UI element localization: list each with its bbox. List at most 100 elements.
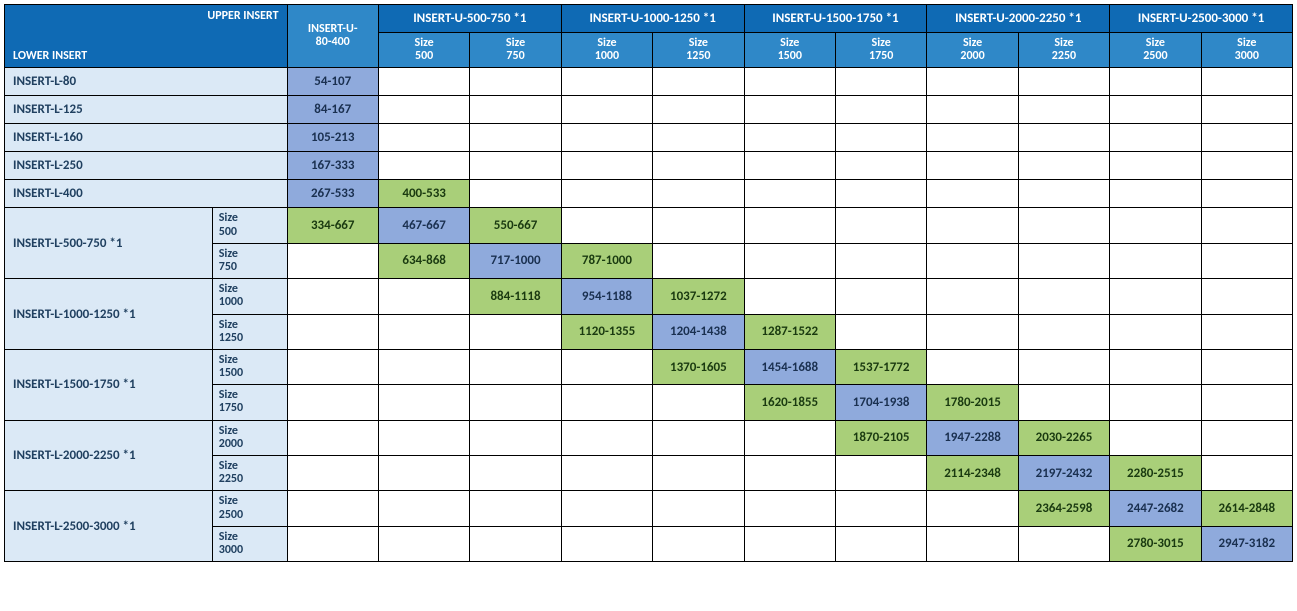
row-sublabel: Size2000 [212,420,287,455]
table-body: INSERT-L-8054-107INSERT-L-12584-167INSER… [5,68,1293,562]
upper-group-3: INSERT-U-1500-1750 *1 [744,5,927,33]
data-cell [470,456,561,491]
upper-group-5: INSERT-U-2500-3000 *1 [1110,5,1293,33]
data-cell [1201,152,1292,180]
data-cell: 1120-1355 [561,314,652,349]
data-cell [744,456,835,491]
data-cell [927,124,1018,152]
data-cell: 467-667 [378,208,469,243]
data-cell [470,124,561,152]
data-cell [835,68,926,96]
data-cell [287,526,378,561]
data-cell [835,314,926,349]
data-cell [561,208,652,243]
size-col: Size1750 [835,33,926,68]
size-col: Size1250 [653,33,744,68]
data-cell [287,385,378,420]
data-cell [1110,279,1201,314]
data-cell [927,243,1018,278]
table-header: UPPER INSERT LOWER INSERT INSERT-U-80-40… [5,5,1293,68]
data-cell [1110,152,1201,180]
table-row: INSERT-L-400267-533400-533 [5,180,1293,208]
table-row: INSERT-L-1000-1250 *1Size1000884-1118954… [5,279,1293,314]
data-cell [1201,420,1292,455]
data-cell [1110,208,1201,243]
data-cell [1201,314,1292,349]
row-label: INSERT-L-2000-2250 *1 [5,420,213,491]
data-cell [653,152,744,180]
data-cell: 634-868 [378,243,469,278]
row-sublabel: Size750 [212,243,287,278]
table-row: INSERT-L-250167-333 [5,152,1293,180]
upper-group-1: INSERT-U-500-750 *1 [378,5,561,33]
data-cell [561,68,652,96]
data-cell [1110,124,1201,152]
data-cell: 1370-1605 [653,349,744,384]
data-cell [1201,385,1292,420]
data-cell [744,491,835,526]
data-cell [470,349,561,384]
data-cell [1018,96,1109,124]
upper-group-2: INSERT-U-1000-1250 *1 [561,5,744,33]
data-cell [1110,243,1201,278]
data-cell [470,152,561,180]
data-cell [653,385,744,420]
data-cell [653,420,744,455]
data-cell [561,152,652,180]
data-cell [378,68,469,96]
data-cell [835,180,926,208]
data-cell [287,491,378,526]
data-cell [470,491,561,526]
data-cell [1018,279,1109,314]
data-cell [744,243,835,278]
data-cell [561,491,652,526]
data-cell [378,491,469,526]
data-cell [744,526,835,561]
data-cell [927,152,1018,180]
data-cell [378,152,469,180]
data-cell [1110,314,1201,349]
data-cell [1110,96,1201,124]
data-cell: 167-333 [287,152,378,180]
data-cell [561,180,652,208]
data-cell [653,491,744,526]
data-cell: 717-1000 [470,243,561,278]
data-cell [653,96,744,124]
data-cell [744,124,835,152]
data-cell [1201,68,1292,96]
data-cell [927,491,1018,526]
data-cell: 2780-3015 [1110,526,1201,561]
row-sublabel: Size2250 [212,456,287,491]
data-cell [653,526,744,561]
data-cell [835,491,926,526]
row-label: INSERT-L-400 [5,180,288,208]
data-cell: 1870-2105 [835,420,926,455]
table-row: INSERT-L-12584-167 [5,96,1293,124]
row-sublabel: Size1750 [212,385,287,420]
data-cell [835,243,926,278]
row-label: INSERT-L-125 [5,96,288,124]
data-cell: 2447-2682 [1110,491,1201,526]
size-col: Size500 [378,33,469,68]
data-cell [744,152,835,180]
data-cell [287,420,378,455]
data-cell [927,349,1018,384]
data-cell: 1780-2015 [927,385,1018,420]
data-cell [1018,349,1109,384]
data-cell [470,96,561,124]
size-col: Size1000 [561,33,652,68]
size-col: Size2000 [927,33,1018,68]
data-cell [835,526,926,561]
data-cell [744,96,835,124]
row-label: INSERT-L-1500-1750 *1 [5,349,213,420]
data-cell [835,279,926,314]
data-cell: 400-533 [378,180,469,208]
data-cell [1201,243,1292,278]
corner-cell: UPPER INSERT LOWER INSERT [5,5,288,68]
row-sublabel: Size500 [212,208,287,243]
upper-insert-label: UPPER INSERT [207,9,278,23]
data-cell [561,456,652,491]
data-cell [927,279,1018,314]
data-cell [1018,243,1109,278]
data-cell [1018,208,1109,243]
